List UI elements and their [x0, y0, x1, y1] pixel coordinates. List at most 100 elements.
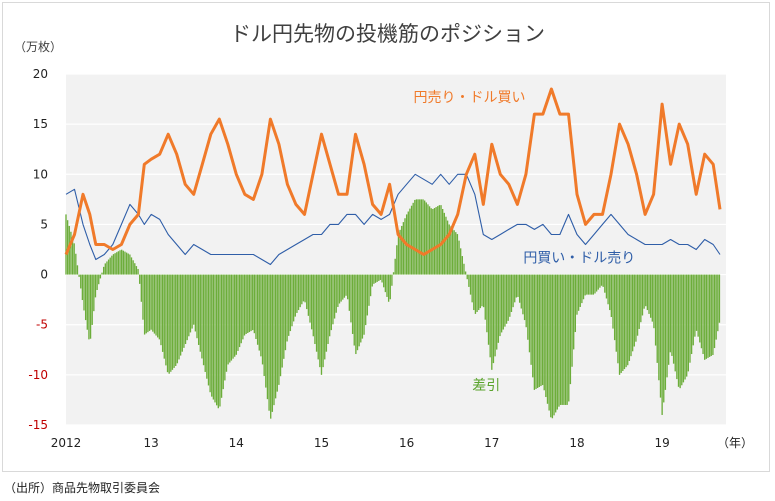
series-lines [64, 87, 722, 266]
net-bar [622, 274, 624, 371]
y-tick-label: -5 [36, 318, 48, 332]
net-bar [247, 274, 249, 334]
net-bar [342, 274, 344, 300]
net-bar [145, 274, 147, 334]
net-bar [191, 274, 193, 329]
net-bar [284, 274, 287, 351]
net-bar [682, 274, 685, 383]
net-bar [522, 274, 524, 315]
net-bar [112, 254, 115, 275]
net-bar [536, 274, 539, 388]
net-bar [153, 274, 156, 334]
y-tick-label: -10 [28, 368, 48, 382]
x-tick-label: 2012 [51, 436, 82, 450]
net-bar [270, 274, 272, 419]
net-bar [148, 274, 151, 331]
net-bar [207, 274, 210, 386]
net-bar [309, 274, 311, 323]
net-bar [297, 274, 300, 311]
x-tick-label: 19 [654, 436, 669, 450]
x-axis-ticks: 2012 13 14 15 16 17 18 19 （年） [51, 436, 753, 450]
net-bar [574, 274, 577, 333]
net-bar [715, 274, 717, 340]
net-bar [147, 274, 149, 333]
net-bar [448, 224, 450, 275]
net-bar [718, 274, 721, 323]
net-bar [505, 274, 508, 324]
net-bar [301, 274, 303, 305]
net-bar [317, 274, 319, 360]
net-bar [582, 274, 585, 300]
net-bar [684, 274, 686, 380]
net-bar [83, 274, 85, 311]
net-bar [535, 274, 537, 389]
net-bar [81, 274, 84, 301]
net-bar [510, 274, 513, 312]
net-bar [222, 274, 224, 390]
net-bar [587, 274, 590, 295]
net-bar [238, 274, 241, 348]
net-bar [96, 274, 98, 290]
net-bar [499, 274, 501, 337]
net-bar [571, 274, 573, 367]
net-bar [91, 274, 93, 325]
net-bar [107, 259, 110, 275]
net-bar [437, 206, 439, 275]
net-bar [586, 274, 588, 295]
net-bar [528, 274, 531, 353]
net-bar [245, 274, 247, 334]
net-bar [173, 274, 175, 368]
net-bar [425, 202, 427, 275]
net-bar [623, 274, 626, 370]
net-bar [232, 274, 234, 359]
net-bar [319, 274, 321, 368]
net-bar [229, 274, 231, 363]
net-bar [420, 199, 423, 275]
net-bar [345, 274, 347, 296]
net-bar [337, 274, 339, 307]
net-bar [525, 274, 527, 328]
net-bar [320, 274, 323, 375]
net-bar [102, 266, 105, 275]
net-bar [538, 274, 540, 388]
net-bar [643, 274, 645, 309]
net-bar [324, 274, 326, 360]
net-bar [625, 274, 627, 368]
net-bar [189, 274, 192, 333]
net-bar [694, 274, 696, 337]
net-bar [304, 274, 306, 303]
net-bar [260, 274, 262, 357]
net-bar [473, 274, 475, 311]
net-bar [338, 274, 341, 304]
net-bar [84, 274, 87, 321]
net-bar [599, 274, 601, 288]
x-tick-label: 15 [314, 436, 329, 450]
net-bar [139, 274, 141, 284]
net-bar [687, 274, 690, 372]
net-bar [464, 271, 467, 275]
net-bar [184, 274, 187, 344]
net-bar [312, 274, 314, 337]
net-bar [220, 274, 223, 398]
net-bar [609, 274, 611, 311]
net-label: 差引 [472, 378, 500, 394]
net-bar [438, 205, 441, 275]
net-bar [627, 274, 629, 366]
y-axis-ticks: 20 15 10 5 0 -5 -10 -15 [28, 67, 48, 432]
net-bar [460, 248, 462, 275]
net-bar [440, 205, 442, 275]
net-bar [671, 274, 673, 356]
net-bar [333, 274, 336, 319]
net-bar [142, 274, 144, 320]
net-bar [283, 274, 285, 359]
net-bar [310, 274, 313, 330]
net-bar [551, 274, 554, 419]
net-bar [258, 274, 260, 351]
net-bar [641, 274, 644, 316]
net-bar [111, 255, 113, 275]
net-bar [504, 274, 506, 327]
net-bar [453, 230, 455, 275]
net-bar [661, 274, 663, 415]
net-bar [674, 274, 676, 372]
net-bar [527, 274, 529, 340]
